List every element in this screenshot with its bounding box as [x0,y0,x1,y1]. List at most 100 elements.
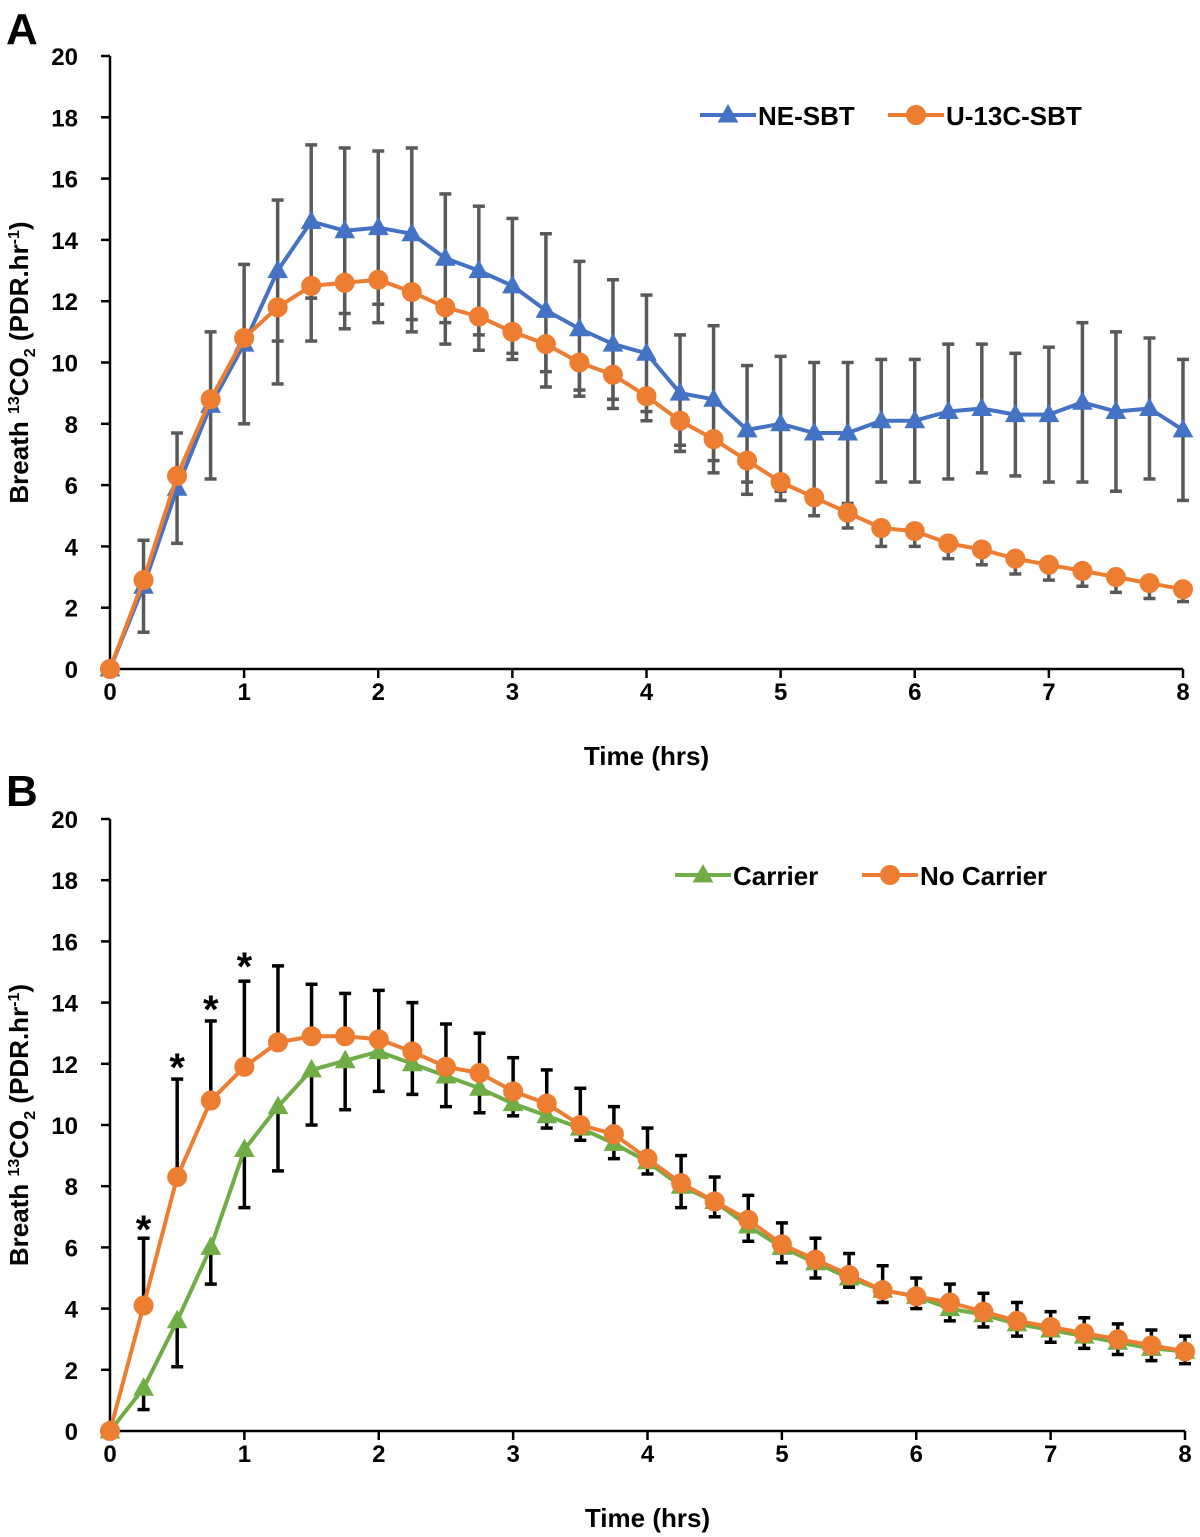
panel-a-y-axis-title-part: 2 [22,348,39,357]
panel-b-data-point [1175,1341,1195,1362]
panel-a-y-tick-label: 12 [51,289,78,316]
panel-a-y-axis-title-part: CO [4,357,34,396]
panel-a-data-point [904,521,925,542]
panel-b-letter: B [6,767,38,816]
panel-b-data-point [1007,1310,1028,1331]
panel-b-data-point [167,1167,188,1188]
panel-a-y-axis-title-part: -1 [6,230,23,244]
panel-a-x-tick-label: 6 [908,679,921,706]
panel-b-data-point [536,1104,558,1124]
panel-a-legend-item-1: U-13C-SBT [888,101,1082,131]
panel-a-y-tick-label: 0 [65,657,78,684]
panel-a-data-point [234,327,255,348]
panel-a-data-point [334,272,355,293]
panel-a-data-point [670,410,691,431]
panel-b-y-axis-title-part: ) [4,984,34,993]
panel-a-data-point [267,297,288,318]
panel-a-data-point [1072,391,1093,410]
panel-b-data-point [973,1301,994,1322]
panel-a-data-point [435,297,456,318]
panel-b-data-point [502,1092,524,1112]
panel-b-data-point [536,1093,557,1114]
panel-b-significance-star: * [237,945,253,989]
panel-a-y-axis-title-part: 13 [6,396,23,414]
panel-a-data-point [904,409,926,429]
panel-b-significance-star: * [203,988,219,1032]
panel-b-data-point [570,1115,591,1135]
panel-a-data-point [133,570,154,591]
panel-b-legend-label: Carrier [733,861,818,891]
panel-a-data-point [837,421,859,441]
panel-b-y-tick-label: 12 [51,1052,78,1079]
panel-b-legend-item-0: Carrier [675,861,818,891]
panel-b-data-point [872,1280,893,1301]
panel-b-x-tick-label: 6 [910,1441,923,1468]
panel-a-legend-marker [906,105,926,125]
panel-b-errorbars-0 [137,1051,1191,1412]
panel-a-data-point [636,342,657,361]
panel-b-significance-star: * [169,1046,185,1090]
panel-b-y-axis-title-part: (PDR.hr [4,1007,34,1111]
panel-a-data-point [401,282,422,303]
panel-a-data-point [871,518,892,539]
panel-b-data-point [335,1026,356,1047]
panel-b-y-tick-label: 16 [51,929,78,956]
panel-b-data-point [939,1292,960,1313]
panel-b-x-tick-label: 2 [372,1441,385,1468]
panel-b-data-point [267,1032,288,1053]
panel-a-x-tick-label: 2 [372,679,385,706]
panel-a-data-point [367,216,389,236]
panel-b-x-axis-title: Time (hrs) [585,1503,710,1533]
panel-b-data-point [267,1095,289,1115]
panel-a-data-point [803,421,825,441]
panel-b-data-point [1074,1323,1095,1344]
panel-b-data-point [334,1049,356,1069]
panel-b-legend-marker [692,863,714,883]
panel-a-y-tick-label: 8 [65,412,78,439]
panel-a-data-point [401,222,423,242]
panel-b-legend-marker [880,865,900,885]
panel-b-series-0 [99,1040,1196,1439]
panel-a-data-point [938,533,959,554]
panel-b-x-tick-label: 3 [506,1441,519,1468]
panel-b-y-tick-label: 4 [65,1297,79,1324]
panel-b-data-point [234,1056,255,1077]
panel-b-y-tick-label: 14 [51,991,78,1018]
panel-b-y-axis-title-part: -1 [6,992,23,1006]
panel-b-y-tick-label: 2 [65,1358,78,1385]
panel-b-data-point [435,1056,456,1077]
panel-a-data-point [937,400,959,419]
panel-b-series-line [108,1034,1186,1432]
panel-b-data-point [100,1421,120,1441]
panel-b-y-axis-title-part: 13 [6,1159,23,1177]
panel-b-data-point [503,1081,524,1102]
panel-b-significance-star: * [136,1208,152,1252]
panel-b-y-tick-label: 6 [65,1235,78,1262]
panel-a-data-point [468,306,489,327]
panel-a-errorbars-0 [137,143,1189,634]
panel-a-series-0 [99,210,1194,677]
panel-a-data-point [703,429,724,450]
panel-b-data-point [402,1041,423,1062]
panel-b-legend-item-1: No Carrier [862,861,1047,891]
panel-b-data-point [368,1040,390,1060]
panel-a-data-point [569,352,590,373]
panel-b-data-point [368,1029,389,1050]
panel-b-data-point [738,1209,759,1230]
panel-b-y-axis-title-part: CO [4,1120,34,1159]
panel-b-x-tick-label: 4 [641,1441,655,1468]
panel-a-y-axis-title-part: Breath [4,414,34,504]
panel-b-legend-label: No Carrier [920,861,1047,891]
panel-a-data-point [669,382,691,401]
panel-a-legend-item-0: NE-SBT [700,101,855,131]
panel-b-data-point [166,1309,188,1329]
panel-b-x-tick-label: 8 [1178,1441,1191,1468]
panel-a-data-point [267,259,289,279]
panel-a-data-point [770,412,791,432]
panel-a-data-point [837,502,858,523]
panel-a-y-tick-label: 20 [51,44,78,71]
panel-a-x-tick-label: 4 [640,679,654,706]
panel-a-data-point [334,219,356,239]
panel-a-y-tick-label: 4 [65,534,79,561]
panel-a-x-tick-label: 1 [237,679,250,706]
